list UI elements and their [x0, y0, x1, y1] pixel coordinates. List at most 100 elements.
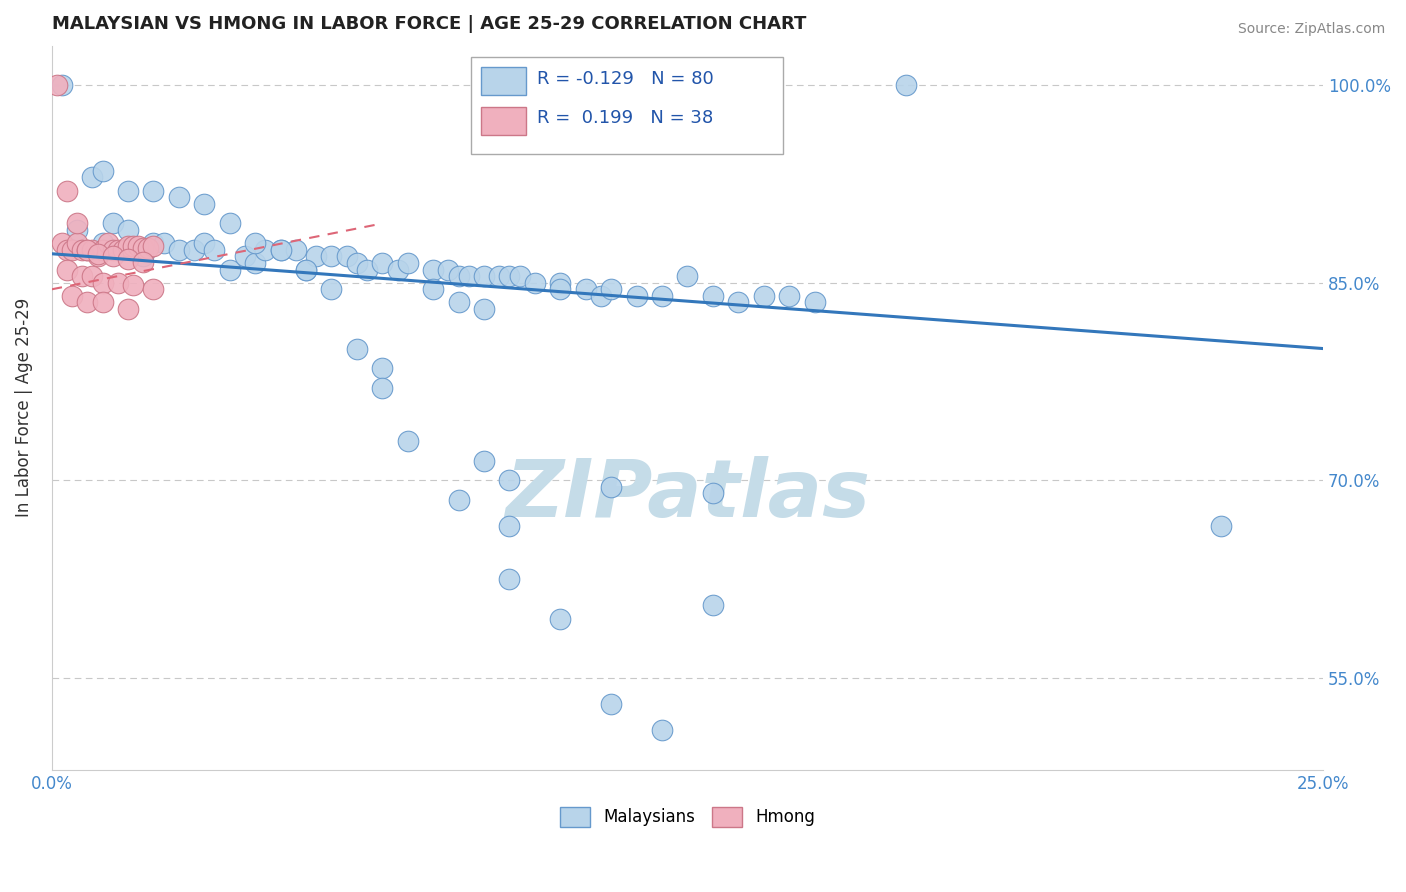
Point: [111, 243, 134, 257]
Point: [457, 269, 479, 284]
Point: [142, 184, 165, 198]
Point: [91, 295, 114, 310]
Point: [66, 217, 89, 231]
Point: [472, 453, 495, 467]
Text: ZIPatlas: ZIPatlas: [505, 456, 870, 533]
Point: [76, 243, 98, 257]
Point: [132, 242, 155, 256]
Point: [284, 243, 307, 257]
Point: [82, 170, 104, 185]
Point: [72, 243, 94, 257]
Point: [295, 262, 318, 277]
Point: [117, 252, 139, 266]
Point: [387, 262, 409, 277]
Point: [550, 276, 572, 290]
Point: [218, 217, 240, 231]
Point: [727, 295, 749, 310]
Point: [117, 239, 139, 253]
Point: [218, 262, 240, 277]
Point: [183, 243, 205, 257]
Y-axis label: In Labor Force | Age 25-29: In Labor Force | Age 25-29: [15, 298, 32, 517]
Point: [91, 243, 114, 257]
Text: Source: ZipAtlas.com: Source: ZipAtlas.com: [1237, 22, 1385, 37]
Point: [676, 269, 699, 284]
Point: [575, 282, 598, 296]
Point: [142, 282, 165, 296]
Point: [233, 249, 256, 263]
Point: [243, 256, 266, 270]
Point: [122, 239, 145, 253]
Point: [167, 243, 190, 257]
Point: [600, 480, 623, 494]
FancyBboxPatch shape: [471, 56, 783, 154]
Point: [66, 236, 89, 251]
Point: [651, 723, 673, 738]
Point: [82, 243, 104, 257]
Point: [72, 269, 94, 284]
Point: [86, 246, 108, 260]
Point: [498, 519, 520, 533]
Point: [132, 254, 155, 268]
Point: [371, 381, 394, 395]
Point: [86, 249, 108, 263]
Point: [101, 217, 124, 231]
Point: [51, 78, 73, 92]
Point: [91, 236, 114, 251]
Point: [122, 278, 145, 293]
Point: [626, 289, 648, 303]
Point: [305, 249, 328, 263]
Point: [498, 473, 520, 487]
Point: [498, 572, 520, 586]
Point: [295, 262, 318, 277]
Point: [472, 301, 495, 316]
Point: [447, 493, 470, 508]
Point: [107, 243, 129, 257]
Point: [76, 243, 98, 257]
Point: [1211, 519, 1233, 533]
Point: [51, 236, 73, 251]
Point: [91, 163, 114, 178]
Point: [371, 256, 394, 270]
Point: [498, 269, 520, 284]
Point: [321, 249, 343, 263]
Point: [356, 262, 378, 277]
Legend: Malaysians, Hmong: Malaysians, Hmong: [560, 806, 815, 827]
Point: [117, 184, 139, 198]
Text: MALAYSIAN VS HMONG IN LABOR FORCE | AGE 25-29 CORRELATION CHART: MALAYSIAN VS HMONG IN LABOR FORCE | AGE …: [52, 15, 806, 33]
Point: [60, 289, 83, 303]
Point: [127, 239, 149, 253]
Point: [600, 282, 623, 296]
Point: [204, 243, 226, 257]
Point: [45, 78, 67, 92]
Point: [702, 289, 724, 303]
Point: [66, 223, 89, 237]
Point: [422, 282, 444, 296]
Point: [101, 243, 124, 257]
Point: [778, 289, 800, 303]
Point: [396, 256, 419, 270]
Point: [472, 269, 495, 284]
Point: [243, 236, 266, 251]
Point: [142, 236, 165, 251]
Point: [193, 196, 215, 211]
Point: [600, 697, 623, 711]
Point: [371, 361, 394, 376]
Point: [523, 276, 546, 290]
Point: [702, 486, 724, 500]
Point: [422, 262, 444, 277]
Point: [651, 289, 673, 303]
Point: [142, 239, 165, 253]
Point: [270, 243, 292, 257]
Point: [60, 243, 83, 257]
Point: [193, 236, 215, 251]
Point: [97, 236, 120, 251]
Point: [488, 269, 510, 284]
Point: [346, 256, 368, 270]
FancyBboxPatch shape: [481, 107, 526, 135]
Point: [396, 434, 419, 448]
Point: [321, 282, 343, 296]
Point: [56, 262, 79, 277]
Point: [752, 289, 775, 303]
Text: R = -0.129   N = 80: R = -0.129 N = 80: [537, 70, 714, 87]
Point: [346, 342, 368, 356]
